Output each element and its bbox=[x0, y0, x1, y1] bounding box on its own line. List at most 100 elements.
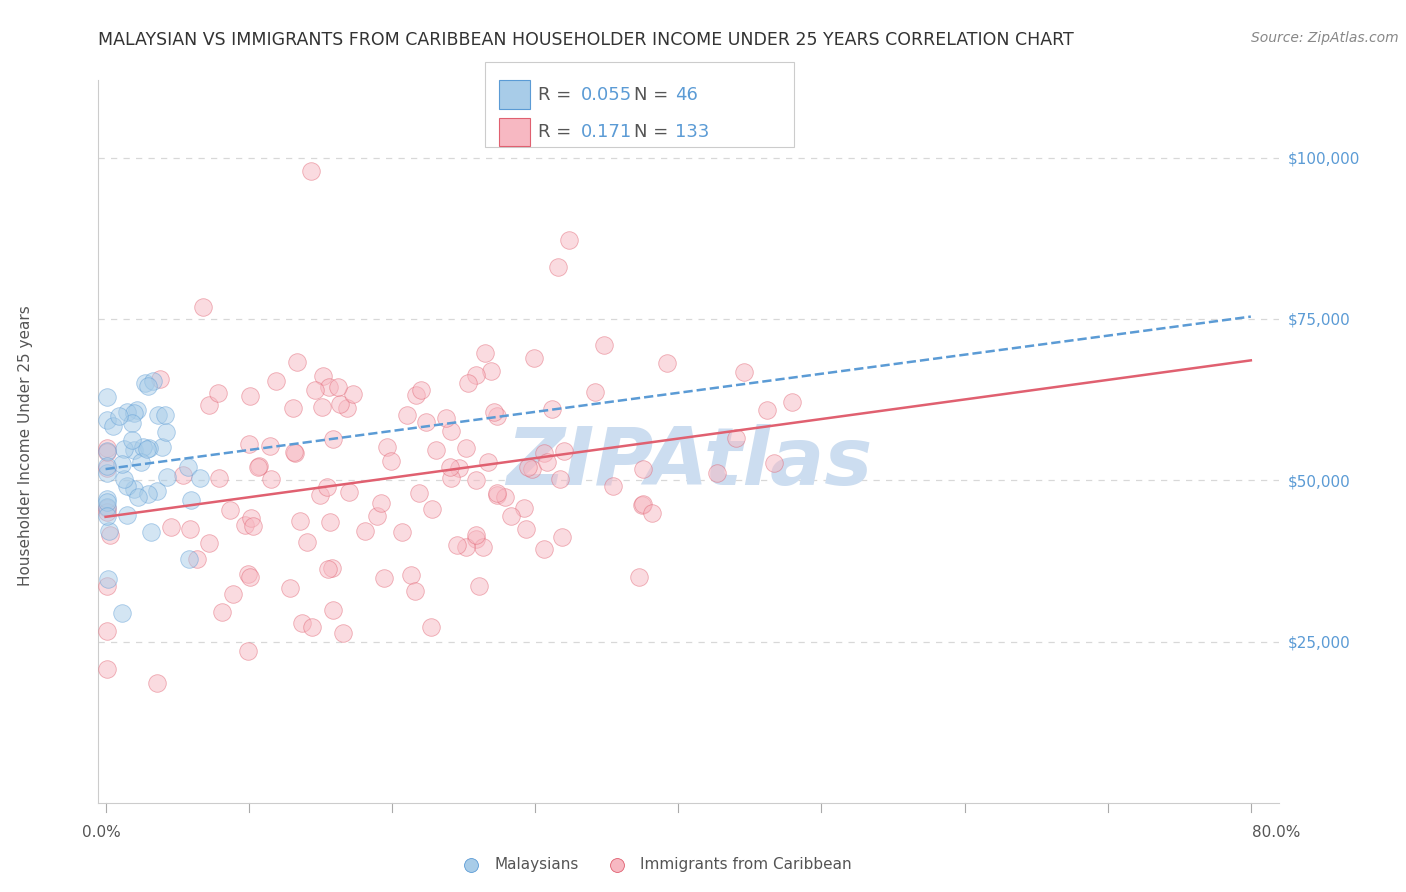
Point bbox=[288, 514, 311, 528]
Point bbox=[425, 442, 447, 457]
Point bbox=[446, 538, 468, 552]
Point bbox=[238, 436, 260, 450]
Point bbox=[485, 487, 508, 501]
Point bbox=[127, 490, 149, 504]
Point bbox=[336, 401, 359, 415]
Point bbox=[547, 260, 569, 275]
Point bbox=[422, 502, 444, 516]
Point bbox=[337, 485, 360, 500]
Text: 0.171: 0.171 bbox=[581, 123, 631, 141]
Point bbox=[447, 461, 470, 475]
Text: ZIPAtlas: ZIPAtlas bbox=[506, 425, 872, 502]
Point bbox=[148, 408, 170, 422]
Point bbox=[780, 395, 803, 409]
Point bbox=[96, 579, 118, 593]
Point bbox=[96, 500, 118, 515]
Point bbox=[96, 662, 118, 676]
Point bbox=[172, 468, 194, 483]
Point bbox=[291, 615, 314, 630]
Point bbox=[146, 484, 169, 499]
Point bbox=[96, 441, 118, 455]
Point bbox=[558, 233, 581, 247]
Point bbox=[763, 456, 786, 470]
Point bbox=[408, 485, 430, 500]
Text: 133: 133 bbox=[675, 123, 709, 141]
Text: 80.0%: 80.0% bbox=[1253, 825, 1301, 840]
Point bbox=[332, 625, 354, 640]
Point bbox=[134, 376, 156, 390]
Point bbox=[725, 431, 748, 445]
Point bbox=[136, 487, 159, 501]
Point bbox=[150, 440, 173, 454]
Point bbox=[125, 403, 148, 417]
Point bbox=[472, 540, 495, 554]
Point bbox=[329, 397, 352, 411]
Text: 0.0%: 0.0% bbox=[82, 825, 121, 840]
Point bbox=[523, 351, 546, 365]
Point bbox=[211, 605, 233, 619]
Point bbox=[536, 455, 558, 469]
Point bbox=[122, 406, 145, 420]
Point bbox=[219, 503, 242, 517]
Point bbox=[354, 524, 377, 538]
Point bbox=[631, 462, 654, 476]
Point bbox=[98, 524, 121, 538]
Point bbox=[238, 644, 260, 658]
Point bbox=[122, 443, 145, 458]
Text: 46: 46 bbox=[675, 86, 697, 103]
Point bbox=[142, 374, 165, 388]
Point bbox=[541, 402, 564, 417]
Point bbox=[176, 459, 198, 474]
Point bbox=[479, 364, 502, 378]
Point bbox=[207, 386, 229, 401]
Point bbox=[247, 459, 270, 474]
Point bbox=[96, 461, 118, 475]
Point bbox=[628, 570, 651, 584]
Point bbox=[706, 466, 728, 480]
Point bbox=[186, 551, 208, 566]
Point bbox=[391, 524, 413, 539]
Point bbox=[283, 444, 305, 458]
Point bbox=[266, 374, 288, 388]
Point bbox=[309, 488, 332, 502]
Point bbox=[631, 497, 654, 511]
Point bbox=[516, 459, 538, 474]
Point bbox=[285, 355, 308, 369]
Point bbox=[112, 442, 135, 457]
Point bbox=[233, 518, 256, 533]
Text: Source: ZipAtlas.com: Source: ZipAtlas.com bbox=[1251, 31, 1399, 45]
Point bbox=[198, 398, 221, 412]
Point bbox=[304, 383, 326, 397]
Point bbox=[499, 509, 522, 524]
Point bbox=[122, 482, 145, 496]
Point bbox=[96, 413, 118, 427]
Point bbox=[180, 492, 202, 507]
Point bbox=[485, 409, 508, 424]
Point bbox=[96, 500, 118, 514]
Point bbox=[380, 454, 402, 468]
Point bbox=[98, 528, 121, 542]
Point bbox=[96, 494, 118, 508]
Point bbox=[454, 540, 477, 554]
Text: R =: R = bbox=[538, 123, 583, 141]
Point bbox=[96, 445, 118, 459]
Point bbox=[97, 573, 120, 587]
Point bbox=[96, 624, 118, 638]
Point bbox=[592, 338, 614, 352]
Point bbox=[553, 444, 575, 458]
Point bbox=[115, 478, 138, 492]
Point bbox=[755, 403, 778, 417]
Point bbox=[366, 509, 388, 524]
Point bbox=[465, 368, 488, 383]
Point bbox=[655, 356, 678, 370]
Point bbox=[149, 372, 172, 386]
Point bbox=[319, 515, 342, 529]
Point bbox=[96, 491, 118, 506]
Point bbox=[197, 535, 219, 549]
Point bbox=[465, 528, 488, 542]
Point bbox=[141, 524, 163, 539]
Point bbox=[370, 496, 392, 510]
Legend: Malaysians, Immigrants from Caribbean: Malaysians, Immigrants from Caribbean bbox=[450, 851, 858, 879]
Point bbox=[440, 471, 463, 485]
Point bbox=[208, 471, 231, 485]
